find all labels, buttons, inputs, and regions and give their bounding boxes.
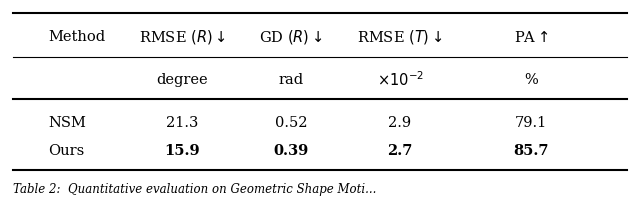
Text: $\times10^{-2}$: $\times10^{-2}$ xyxy=(376,71,424,89)
Text: 85.7: 85.7 xyxy=(513,144,549,158)
Text: 21.3: 21.3 xyxy=(166,116,198,130)
Text: PA$\uparrow$: PA$\uparrow$ xyxy=(514,29,548,45)
Text: degree: degree xyxy=(157,73,208,87)
Text: rad: rad xyxy=(278,73,304,87)
Text: RMSE $(R)\downarrow$: RMSE $(R)\downarrow$ xyxy=(139,28,226,46)
Text: NSM: NSM xyxy=(48,116,86,130)
Text: %: % xyxy=(524,73,538,87)
Text: GD $(R)\downarrow$: GD $(R)\downarrow$ xyxy=(259,28,323,46)
Text: Table 2:  Quantitative evaluation on Geometric Shape Moti...: Table 2: Quantitative evaluation on Geom… xyxy=(13,182,376,196)
Text: 79.1: 79.1 xyxy=(515,116,547,130)
Text: 0.52: 0.52 xyxy=(275,116,307,130)
Text: 15.9: 15.9 xyxy=(164,144,200,158)
Text: 2.7: 2.7 xyxy=(387,144,413,158)
Text: RMSE $(T)\downarrow$: RMSE $(T)\downarrow$ xyxy=(357,28,443,46)
Text: 2.9: 2.9 xyxy=(388,116,412,130)
Text: Ours: Ours xyxy=(48,144,84,158)
Text: Method: Method xyxy=(48,30,105,44)
Text: 0.39: 0.39 xyxy=(273,144,309,158)
